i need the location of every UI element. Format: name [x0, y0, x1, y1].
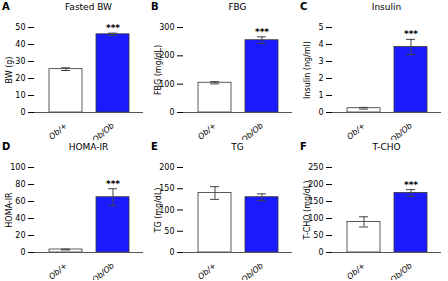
- html-text:T-CHO: T-CHO: [372, 142, 401, 152]
- svg-text:0: 0: [318, 248, 323, 257]
- svg-text:100: 100: [10, 163, 25, 172]
- svg-text:30: 30: [15, 57, 25, 66]
- svg-text:50: 50: [15, 23, 25, 32]
- svg-text:0: 0: [169, 108, 174, 117]
- html-text:C: C: [300, 1, 308, 12]
- svg-text:40: 40: [15, 214, 25, 223]
- svg-text:Ob/Ob: Ob/Ob: [91, 121, 116, 140]
- html-text:FBG: FBG: [228, 2, 247, 12]
- svg-text:100: 100: [159, 205, 175, 215]
- svg-text:3: 3: [318, 57, 323, 66]
- html-text:Insulin: Insulin: [371, 2, 402, 12]
- svg-text:Ob/Ob: Ob/Ob: [240, 121, 265, 140]
- html-text:E: E: [151, 141, 158, 152]
- svg-text:***: ***: [255, 27, 269, 37]
- svg-text:0: 0: [169, 248, 174, 257]
- svg-text:0: 0: [20, 108, 25, 117]
- svg-text:***: ***: [106, 179, 120, 189]
- svg-text:60: 60: [15, 197, 25, 206]
- svg-text:300: 300: [159, 23, 174, 32]
- svg-text:40: 40: [15, 40, 25, 49]
- svg-text:150: 150: [159, 184, 175, 194]
- svg-text:2: 2: [318, 74, 323, 83]
- svg-text:1: 1: [318, 91, 323, 100]
- html-text:HOMA-IR: HOMA-IR: [68, 142, 109, 152]
- svg-text:200: 200: [308, 180, 324, 190]
- svg-text:Ob/Ob: Ob/Ob: [389, 121, 414, 140]
- svg-text:BW (g): BW (g): [5, 57, 14, 84]
- svg-text:80: 80: [15, 180, 25, 189]
- svg-text:HOMA-IR: HOMA-IR: [5, 192, 14, 228]
- svg-text:FBG (mg/dL): FBG (mg/dL): [154, 45, 163, 95]
- svg-text:***: ***: [106, 23, 120, 33]
- svg-text:50: 50: [313, 231, 323, 240]
- svg-text:5: 5: [318, 23, 323, 32]
- svg-text:50: 50: [164, 227, 174, 236]
- html-text:F: F: [300, 141, 307, 152]
- svg-text:0: 0: [318, 108, 323, 117]
- html-text:TG: TG: [231, 142, 244, 152]
- svg-text:***: ***: [404, 180, 418, 190]
- svg-text:200: 200: [159, 163, 174, 172]
- html-text:D: D: [2, 141, 11, 152]
- svg-text:Ob/+: Ob/+: [345, 261, 367, 280]
- html-text:Fasted BW: Fasted BW: [65, 2, 112, 12]
- svg-text:20: 20: [15, 74, 25, 83]
- svg-text:Ob/+: Ob/+: [196, 261, 218, 280]
- svg-text:Ob/+: Ob/+: [196, 121, 218, 140]
- svg-text:4: 4: [318, 40, 323, 49]
- svg-text:T-CHO (mg/dL): T-CHO (mg/dL): [303, 181, 312, 241]
- svg-text:TG (mg/dL): TG (mg/dL): [154, 188, 163, 234]
- svg-text:***: ***: [404, 29, 418, 39]
- svg-text:Ob/Ob: Ob/Ob: [91, 261, 116, 280]
- svg-text:Ob/+: Ob/+: [47, 121, 69, 140]
- svg-text:Ob/+: Ob/+: [345, 121, 367, 140]
- html-text:B: B: [151, 1, 159, 12]
- svg-text:100: 100: [159, 79, 175, 89]
- svg-text:Ob/+: Ob/+: [47, 261, 69, 280]
- svg-text:Insulin (ng/ml): Insulin (ng/ml): [303, 41, 312, 99]
- svg-text:Ob/Ob: Ob/Ob: [240, 261, 265, 280]
- svg-text:250: 250: [308, 163, 323, 172]
- svg-text:20: 20: [15, 231, 25, 240]
- svg-text:0: 0: [20, 248, 25, 257]
- svg-text:Ob/Ob: Ob/Ob: [389, 261, 414, 280]
- html-text:A: A: [2, 1, 10, 12]
- svg-text:150: 150: [308, 197, 324, 207]
- svg-text:100: 100: [308, 214, 324, 224]
- svg-text:200: 200: [159, 51, 175, 61]
- svg-text:10: 10: [15, 91, 25, 100]
